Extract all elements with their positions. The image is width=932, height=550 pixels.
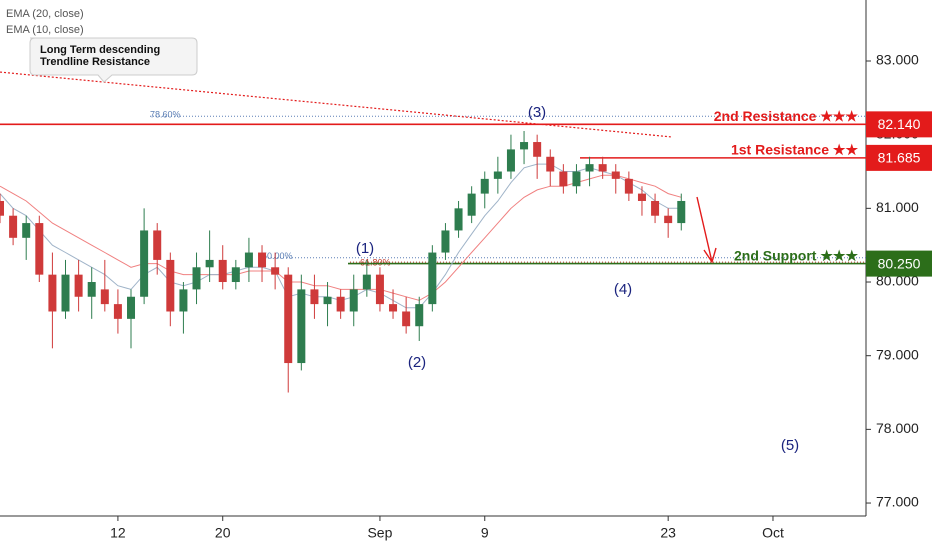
candle-body — [428, 252, 437, 305]
fib-label: 50.00% — [262, 251, 293, 261]
arrow — [696, 196, 717, 264]
x-tick-label: 20 — [215, 525, 231, 541]
wave-label: (1) — [356, 240, 374, 257]
level-price-box — [866, 250, 932, 277]
callout-text: Trendline Resistance — [40, 56, 150, 68]
y-tick-label: 80.000 — [876, 273, 919, 289]
candle-body — [271, 267, 280, 275]
candle-body — [336, 296, 345, 312]
candle-body — [205, 259, 214, 268]
level-price-label: 81.685 — [878, 150, 921, 166]
candle-body — [297, 289, 306, 364]
wave-label: (5) — [781, 437, 799, 454]
y-tick-label: 78.000 — [876, 420, 919, 436]
candle-body — [677, 200, 686, 224]
candle-body — [611, 171, 620, 179]
candle-body — [559, 171, 568, 187]
level-price-label: 80.250 — [878, 255, 921, 271]
candle-body — [585, 164, 594, 172]
wave-label: (2) — [408, 354, 426, 371]
y-tick-label: 79.000 — [876, 346, 919, 362]
candle-body — [127, 296, 136, 319]
candle-body — [546, 156, 555, 172]
candle-body — [218, 259, 227, 283]
candle-body — [664, 215, 673, 224]
candle-body — [533, 142, 542, 157]
x-tick-label: 23 — [660, 525, 676, 541]
level-price-box — [866, 111, 932, 138]
y-tick-label: 81.000 — [876, 199, 919, 215]
candle-body — [258, 252, 267, 268]
callout-box — [29, 37, 198, 83]
level-name: 2nd Resistance ★★★ — [714, 108, 859, 124]
callout-text: Long Term descending — [40, 44, 160, 56]
candle-body — [87, 282, 96, 297]
level-name: 1st Resistance ★★ — [731, 142, 858, 158]
fib-label: 78.60% — [150, 110, 181, 120]
level-price-label: 82.140 — [878, 116, 921, 132]
candle-body — [166, 259, 175, 312]
level-price-box — [866, 144, 932, 171]
candle-body — [637, 193, 646, 201]
candle-body — [153, 230, 162, 260]
candle-body — [310, 289, 319, 305]
trendline — [0, 71, 671, 138]
y-tick-label: 83.000 — [876, 52, 919, 68]
candle-body — [454, 208, 463, 231]
candle-body — [520, 142, 529, 150]
candle-body — [624, 178, 633, 194]
candle-body — [651, 200, 660, 216]
candle-body — [323, 296, 332, 305]
candle-body — [61, 274, 70, 312]
candle-body — [572, 171, 581, 187]
x-tick-label: 9 — [481, 525, 489, 541]
candle-body — [48, 274, 57, 312]
candle-body — [74, 274, 83, 297]
candle-body — [113, 304, 122, 319]
candle-body — [493, 171, 502, 179]
candle-body — [35, 223, 44, 275]
wave-label: (3) — [528, 104, 546, 121]
candle-body — [192, 267, 201, 290]
candle-body — [362, 274, 371, 290]
candle-body — [244, 252, 253, 268]
y-tick-label: 77.000 — [876, 494, 919, 510]
x-tick-label: Oct — [762, 525, 784, 541]
legend-entry: EMA (20, close) — [6, 8, 84, 20]
fib-label: 61.80% — [360, 258, 391, 268]
candle-body — [375, 274, 384, 305]
candle-body — [389, 304, 398, 312]
candle-body — [441, 230, 450, 253]
candle-body — [402, 311, 411, 327]
candle-body — [100, 289, 109, 305]
legend-entry: EMA (10, close) — [6, 24, 84, 36]
candle-body — [22, 223, 31, 238]
candle-body — [415, 304, 424, 327]
candle-body — [467, 193, 476, 216]
candle-body — [231, 267, 240, 283]
level-name: 2nd Support ★★★ — [734, 247, 858, 263]
candle-body — [349, 289, 358, 312]
candle-body — [506, 149, 515, 172]
candle-body — [179, 289, 188, 312]
x-tick-label: 12 — [110, 525, 126, 541]
candle-body — [480, 178, 489, 194]
wave-label: (4) — [614, 281, 632, 298]
candle-body — [140, 230, 149, 297]
candle-body — [598, 164, 607, 172]
candle-body — [9, 215, 18, 238]
candle-body — [0, 200, 4, 216]
x-tick-label: Sep — [367, 525, 392, 541]
candle-body — [284, 274, 293, 364]
